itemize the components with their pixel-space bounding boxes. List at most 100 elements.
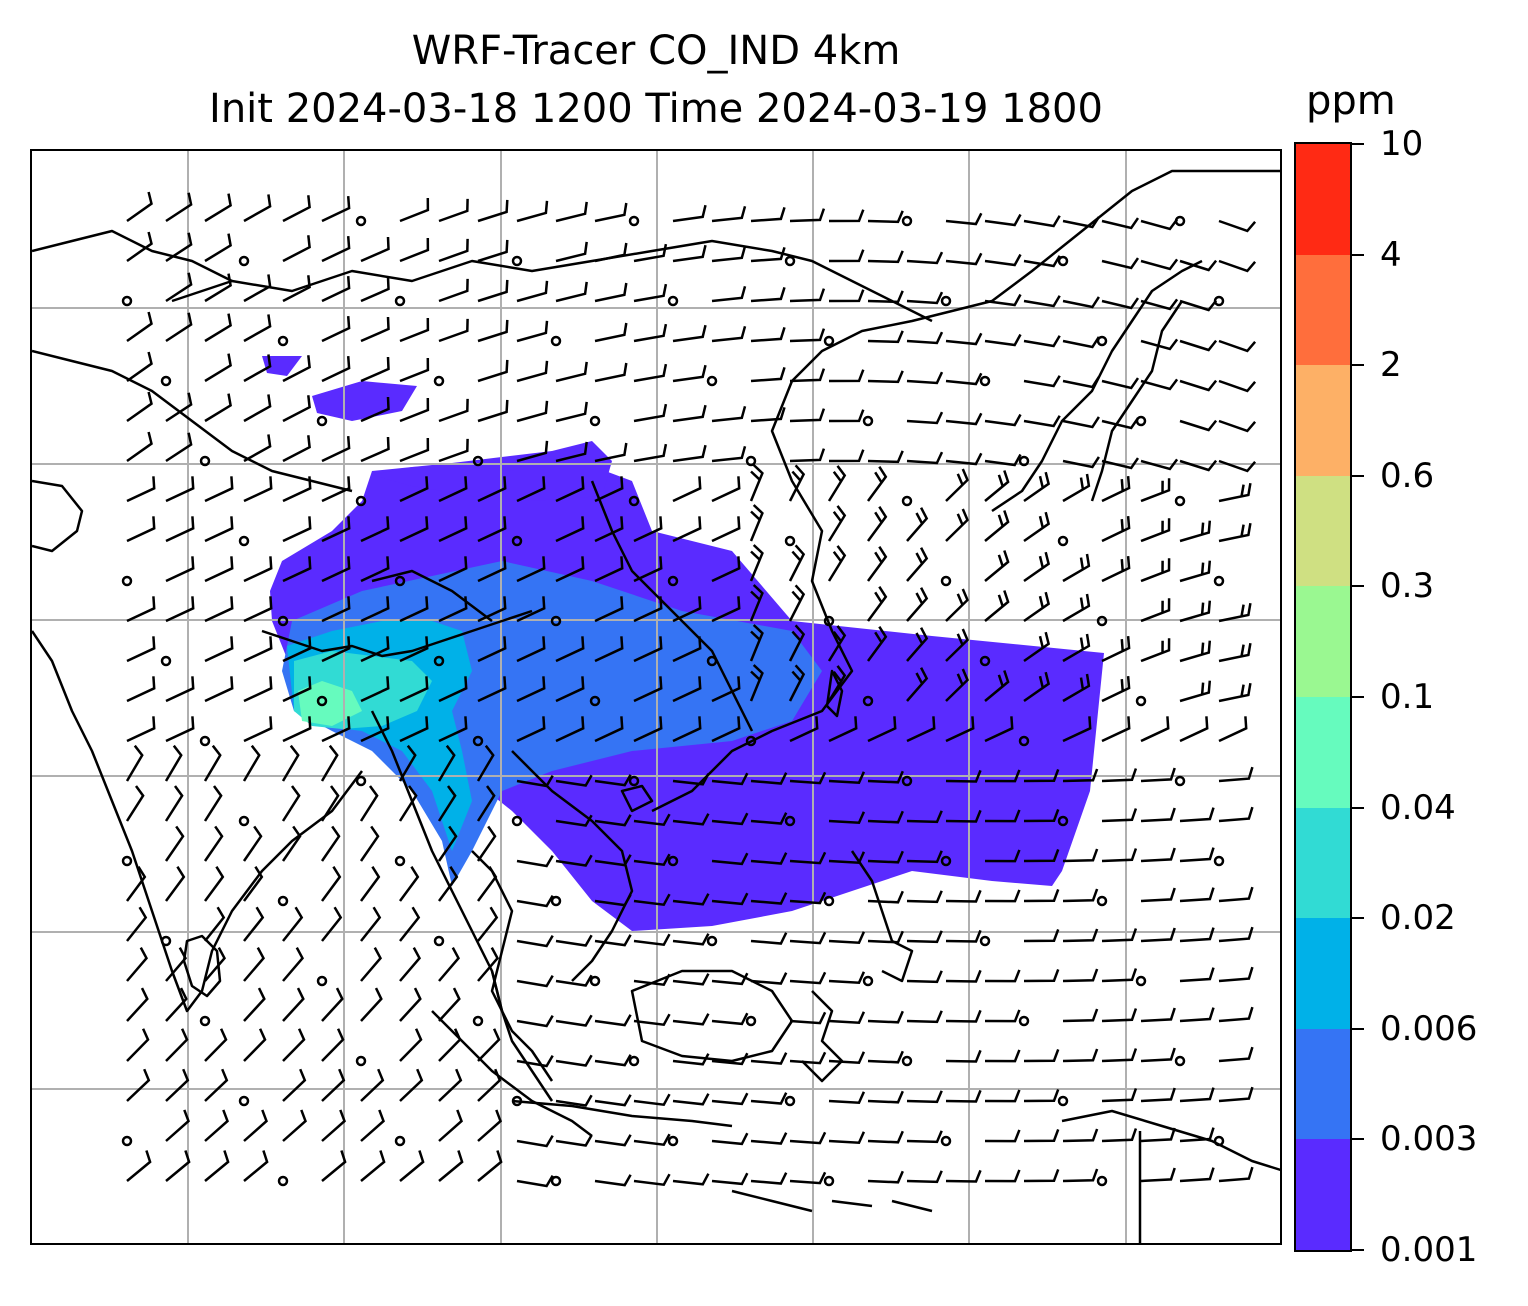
wind-barb: [788, 544, 806, 582]
calm-wind-marker: [628, 215, 640, 227]
timor-islands: [731, 1189, 933, 1213]
wind-barb: [788, 624, 806, 662]
wind-barb: [1218, 926, 1254, 943]
wind-barb: [516, 280, 549, 303]
wind-barb: [399, 1150, 425, 1182]
wind-barb: [828, 449, 865, 463]
wind-barb: [437, 825, 458, 862]
calm-wind-marker: [589, 975, 601, 987]
wind-barb: [1140, 887, 1176, 903]
wind-barb: [984, 969, 1021, 983]
wind-barb: [633, 1093, 671, 1107]
wind-barb: [555, 1134, 593, 1147]
wind-barb: [165, 312, 193, 343]
wind-barb: [1023, 848, 1060, 863]
calm-wind-marker: [472, 735, 484, 747]
calm-wind-marker: [784, 535, 796, 547]
colorbar-tick: [1352, 143, 1364, 145]
wind-barb: [126, 947, 149, 982]
calm-wind-marker: [784, 1095, 796, 1107]
wind-barb: [477, 516, 507, 543]
wind-barb: [477, 476, 507, 503]
wind-barb: [516, 1014, 554, 1028]
wind-barb: [789, 448, 826, 463]
wind-barb: [789, 408, 826, 423]
wind-barb: [555, 1054, 593, 1067]
wind-barb: [321, 516, 351, 543]
calm-wind-marker: [1174, 1055, 1186, 1067]
wind-barb: [906, 547, 929, 582]
wind-barb: [204, 476, 234, 503]
wind-barb: [1179, 1087, 1215, 1103]
wind-barb: [320, 825, 341, 862]
wind-barb: [828, 931, 866, 944]
wind-barb: [1179, 927, 1215, 943]
wind-barb: [477, 1150, 503, 1182]
wind-barb: [165, 1109, 190, 1142]
wind-barb: [360, 316, 390, 343]
calm-wind-marker: [901, 775, 913, 787]
wind-barb: [204, 1068, 229, 1102]
wind-barb: [945, 412, 983, 426]
wind-barb: [984, 1129, 1021, 1143]
wind-barb: [984, 849, 1021, 863]
wind-barb: [594, 556, 624, 583]
wind-barb: [555, 401, 588, 423]
colorbar-tick: [1352, 474, 1364, 477]
wind-barb: [1101, 217, 1140, 230]
wind-barb: [867, 930, 904, 944]
wind-barb: [633, 1173, 671, 1187]
wind-barb: [711, 285, 747, 303]
calm-wind-marker: [511, 535, 523, 547]
wind-barb: [125, 785, 145, 822]
wind-barb: [125, 866, 147, 902]
calm-wind-marker: [1213, 855, 1225, 867]
wind-barb: [749, 504, 764, 542]
borneo: [630, 969, 794, 1063]
colorbar-tick: [1352, 364, 1364, 367]
wind-barb: [633, 973, 671, 987]
wind-barb: [828, 1131, 866, 1144]
wind-barb: [1140, 378, 1179, 391]
wind-barb: [945, 716, 975, 743]
wind-barb: [711, 405, 747, 423]
wind-barb: [165, 476, 195, 503]
wind-barb: [711, 1092, 749, 1106]
india-coastline: [32, 630, 363, 1013]
wind-barb: [438, 398, 469, 423]
wind-barb: [633, 676, 663, 703]
calm-wind-marker: [667, 575, 679, 587]
colorbar-tick-label: 2: [1380, 345, 1402, 386]
wind-barb: [126, 596, 156, 623]
wind-barb: [360, 1150, 386, 1182]
wind-barb: [243, 434, 272, 463]
wind-barb: [555, 854, 593, 867]
wind-barb: [594, 636, 624, 663]
wind-barb: [672, 973, 710, 986]
calm-wind-marker: [199, 735, 211, 747]
wind-barb: [555, 201, 588, 223]
wind-barb: [516, 476, 546, 503]
wind-barb: [945, 1049, 982, 1063]
calm-wind-marker: [550, 615, 562, 627]
calm-wind-marker: [199, 455, 211, 467]
wind-barb: [360, 276, 390, 303]
wind-barb: [789, 716, 819, 743]
calm-wind-marker: [1213, 295, 1225, 307]
wind-barb: [749, 584, 764, 622]
wind-barb: [1023, 671, 1051, 703]
wind-barb: [243, 636, 273, 663]
wind-barb: [1023, 415, 1061, 428]
wind-barb: [867, 1010, 904, 1024]
wind-barb: [1023, 375, 1061, 388]
wind-barb: [827, 625, 847, 662]
wind-barb: [555, 1094, 593, 1107]
colorbar-segment: [1296, 1028, 1350, 1140]
wind-barb: [165, 596, 195, 623]
wind-barb: [1062, 376, 1100, 389]
korea-japan: [991, 259, 1203, 513]
central-asia-border: [32, 229, 353, 493]
wind-barb: [945, 809, 982, 823]
wind-barb: [1218, 642, 1252, 663]
wind-barb: [203, 825, 224, 862]
